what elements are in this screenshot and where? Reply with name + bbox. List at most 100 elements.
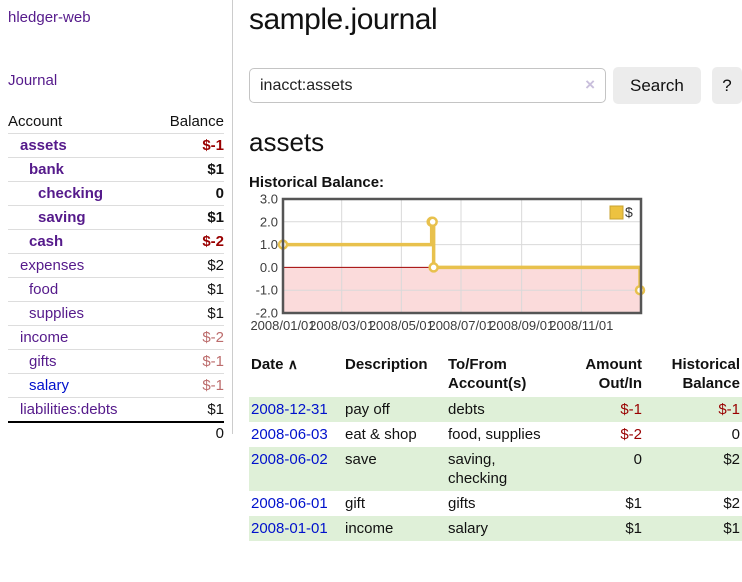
account-balance: $1 [152, 157, 224, 182]
account-balance: $-1 [152, 133, 224, 158]
x-tick-label: 2008/01/01 [250, 318, 315, 333]
accounts-header-account: Account [8, 110, 153, 134]
register-row: 2008-12-31 pay off debts $-1 $-1 [249, 397, 742, 422]
transaction-balance: $2 [723, 495, 740, 512]
accounts-table: Account Balance assets $-1 bank $1 checking 0… [8, 110, 224, 445]
transaction-date-link[interactable]: 2008-06-01 [251, 495, 328, 512]
data-point-marker [427, 216, 438, 228]
historical-balance-chart: $3.0 2.0 1.0 0.0 -1.0 -2.02008/01/012008/03/0… [250, 192, 646, 333]
y-tick-label: -1.0 [256, 283, 278, 298]
account-link-gifts[interactable]: gifts [29, 353, 57, 370]
sidebar-item-journal[interactable]: Journal [8, 72, 58, 89]
transaction-amount: $1 [625, 495, 642, 512]
y-tick-label: -2.0 [256, 306, 278, 321]
x-tick-label: 2008/09/01 [489, 318, 554, 333]
transaction-description: income [345, 520, 394, 537]
transaction-date-link[interactable]: 2008-06-02 [251, 451, 328, 468]
account-link-salary[interactable]: salary [29, 377, 70, 394]
account-row: liabilities:debts $1 [8, 397, 224, 423]
sort-asc-icon: ∧ [287, 356, 298, 372]
account-balance: $1 [152, 205, 224, 230]
account-balance: $1 [152, 301, 224, 326]
data-point-marker [428, 262, 439, 273]
account-link-bank[interactable]: bank [29, 161, 65, 178]
main-content: sample.journal × Search ? assets Histori… [249, 0, 742, 541]
clear-search-icon[interactable]: × [585, 75, 595, 94]
transaction-balance: $2 [723, 451, 740, 468]
transaction-balance: $1 [723, 520, 740, 537]
transaction-accounts: saving, checking [448, 451, 508, 487]
transaction-date-link[interactable]: 2008-12-31 [251, 401, 328, 418]
accounts-total-spacer [8, 421, 153, 445]
x-tick-label: 2008/03/01 [309, 318, 374, 333]
search-input-wrap: × [249, 68, 606, 103]
search-button[interactable]: Search [613, 67, 701, 104]
page-title: sample.journal [249, 3, 438, 36]
register-header-date: Date ∧ [251, 356, 298, 373]
account-row: bank $1 [8, 157, 224, 182]
transaction-balance: 0 [731, 426, 740, 443]
account-link-assets[interactable]: assets [20, 137, 67, 154]
account-link-liabilities-debts[interactable]: liabilities:debts [20, 401, 118, 418]
account-link-checking[interactable]: checking [38, 185, 104, 202]
account-balance: $1 [152, 277, 224, 302]
transaction-amount: $1 [625, 520, 642, 537]
account-link-supplies[interactable]: supplies [29, 305, 85, 322]
help-button[interactable]: ? [711, 67, 742, 104]
accounts-header-row: Account Balance [8, 110, 224, 134]
transaction-description: save [345, 451, 377, 468]
sidebar-nav: Journal [8, 72, 223, 89]
transaction-accounts: salary [448, 520, 489, 537]
account-row: gifts $-1 [8, 349, 224, 374]
transaction-accounts: food, supplies [448, 426, 541, 443]
transaction-description: gift [345, 495, 366, 512]
register-header-amount: Amount Out/In [585, 356, 642, 392]
search-input[interactable] [249, 68, 606, 103]
y-tick-label: 1.0 [260, 237, 278, 252]
transaction-date-link[interactable]: 2008-06-03 [251, 426, 328, 443]
register-header-row: Date ∧ Description To/From Account(s) Am… [249, 353, 742, 397]
register-header-accounts: To/From Account(s) [448, 356, 527, 392]
account-balance: $-1 [152, 349, 224, 374]
app-title-link[interactable]: hledger-web [8, 9, 91, 26]
y-tick-label: 2.0 [260, 214, 278, 229]
app-title: hledger-web [8, 9, 223, 26]
transaction-date-link[interactable]: 2008-01-01 [251, 520, 328, 537]
account-row: saving $1 [8, 205, 224, 230]
account-row: checking 0 [8, 181, 224, 206]
register-header-balance: Historical Balance [671, 356, 740, 392]
account-balance: $2 [152, 253, 224, 278]
transaction-accounts: debts [448, 401, 485, 418]
account-row: salary $-1 [8, 373, 224, 398]
account-link-saving[interactable]: saving [38, 209, 86, 226]
transaction-description: eat & shop [345, 426, 417, 443]
account-row: income $-2 [8, 325, 224, 350]
register-header-description: Description [345, 356, 428, 373]
transaction-amount: $-1 [620, 401, 642, 418]
legend-swatch [609, 205, 624, 220]
y-tick-label: 3.0 [260, 192, 278, 207]
register-table: Date ∧ Description To/From Account(s) Am… [249, 353, 742, 541]
x-tick-label: 2008/05/01 [369, 318, 434, 333]
account-balance: $1 [152, 397, 224, 423]
transaction-amount: 0 [633, 451, 642, 468]
register-row: 2008-06-01 gift gifts $1 $2 [249, 491, 742, 516]
account-link-food[interactable]: food [29, 281, 59, 298]
account-link-expenses[interactable]: expenses [20, 257, 85, 274]
account-balance: $-2 [152, 229, 224, 254]
account-link-income[interactable]: income [20, 329, 69, 346]
transaction-balance: $-1 [718, 401, 740, 418]
account-row: cash $-2 [8, 229, 224, 254]
account-heading: assets [249, 127, 325, 157]
transaction-description: pay off [345, 401, 390, 418]
account-balance: $-2 [152, 325, 224, 350]
account-link-cash[interactable]: cash [29, 233, 64, 250]
plot-border [281, 197, 643, 315]
accounts-header-balance: Balance [152, 110, 224, 134]
sidebar: hledger-web Journal Account Balance asse… [0, 0, 233, 445]
account-row: supplies $1 [8, 301, 224, 326]
register-row: 2008-01-01 income salary $1 $1 [249, 516, 742, 541]
account-row: expenses $2 [8, 253, 224, 278]
search-form: × Search ? [249, 67, 742, 104]
account-balance: 0 [152, 181, 224, 206]
